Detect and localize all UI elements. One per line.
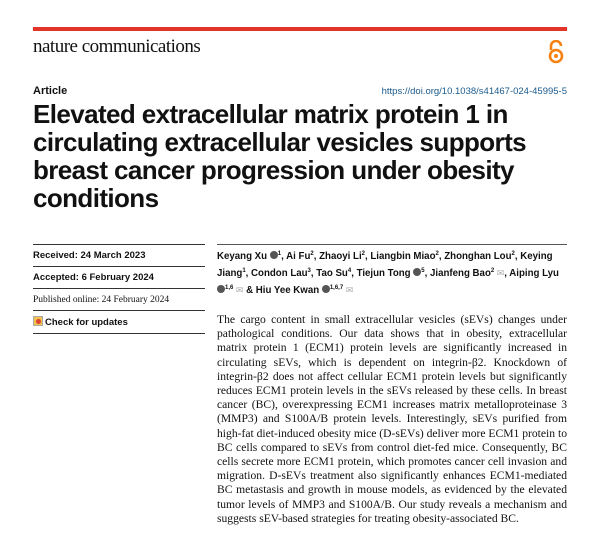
main-column: Keyang Xu 1, Ai Fu2, Zhaoyi Li2, Liangbi… [217,244,567,526]
affiliation-number: 2 [310,250,314,257]
affiliation-number: 5 [421,267,425,274]
author[interactable]: Zhonghan Lou2 [444,251,515,262]
author-name: Tiejun Tong [356,268,411,279]
content-columns: Received: 24 March 2023 Accepted: 6 Febr… [33,244,567,526]
author-name: Zhonghan Lou [444,251,512,262]
author[interactable]: Aiping Lyu 1,6 ✉ [217,268,559,296]
affiliation-number: 1,6 [225,284,234,291]
paper-title: Elevated extracellular matrix protein 1 … [33,99,527,213]
author[interactable]: Hiu Yee Kwan 1,6,7 ✉ [256,285,353,296]
author-name: Jianfeng Bao [430,268,491,279]
affiliation-number: 2 [490,267,495,274]
author-name: Aiping Lyu [509,268,559,279]
author-name: Keying Jiang [217,251,553,279]
email-icon[interactable]: ✉ [233,285,244,295]
author[interactable]: Zhaoyi Li2 [319,251,365,262]
affiliation-number: 1 [242,267,246,274]
open-access-icon[interactable] [546,40,566,64]
article-header-row: Article https://doi.org/10.1038/s41467-0… [33,85,567,97]
check-updates-icon [33,316,43,326]
doi-link[interactable]: https://doi.org/10.1038/s41467-024-45995… [381,86,567,97]
check-updates-label: Check for updates [45,317,128,328]
affiliation-number: 2 [511,250,515,257]
author-name: Liangbin Miao [370,251,436,262]
affiliation-number: 1,6,7 [329,284,344,291]
author-name: Ai Fu [286,251,311,262]
affiliation-number: 4 [347,267,352,274]
author-list: Keyang Xu 1, Ai Fu2, Zhaoyi Li2, Liangbi… [217,250,559,296]
divider [217,244,567,245]
journal-name: nature communications [33,36,201,57]
article-type: Article [33,85,68,97]
masthead: nature communications [33,31,567,81]
accepted-date: Accepted: 6 February 2024 [33,266,205,288]
received-date: Received: 24 March 2023 [33,244,205,266]
author[interactable]: Jianfeng Bao2 ✉ [430,268,504,279]
author-name: Hiu Yee Kwan [255,285,320,296]
affiliation-number: 3 [307,267,311,274]
author-name: Keyang Xu [217,251,268,262]
check-updates-button[interactable]: Check for updates [33,310,205,334]
email-icon[interactable]: ✉ [343,285,354,295]
affiliation-number: 2 [361,250,365,257]
affiliation-number: 1 [277,250,282,257]
author[interactable]: Condon Lau3 [251,268,311,279]
author-name: Condon Lau [251,268,308,279]
author[interactable]: Ai Fu2 [286,251,314,262]
journal-accent-bar [33,27,567,31]
orcid-icon[interactable] [217,285,225,293]
affiliation-number: 2 [435,250,439,257]
author[interactable]: Tao Su4 [316,268,351,279]
abstract: The cargo content in small extracellular… [217,313,567,525]
published-date: Published online: 24 February 2024 [33,288,205,310]
author-name: Zhaoyi Li [319,251,362,262]
author-name: Tao Su [316,268,348,279]
orcid-icon[interactable] [321,285,330,293]
dates-panel: Received: 24 March 2023 Accepted: 6 Febr… [33,244,205,526]
author[interactable]: Liangbin Miao2 [370,251,438,262]
email-icon[interactable]: ✉ [494,268,505,278]
author[interactable]: Keyang Xu 1 [217,251,281,262]
orcid-icon[interactable] [413,268,422,276]
author[interactable]: Tiejun Tong 5 [357,268,425,279]
author[interactable]: Keying Jiang1 [217,251,553,279]
page: nature communications Article https://do… [33,27,567,526]
orcid-icon[interactable] [269,251,278,259]
